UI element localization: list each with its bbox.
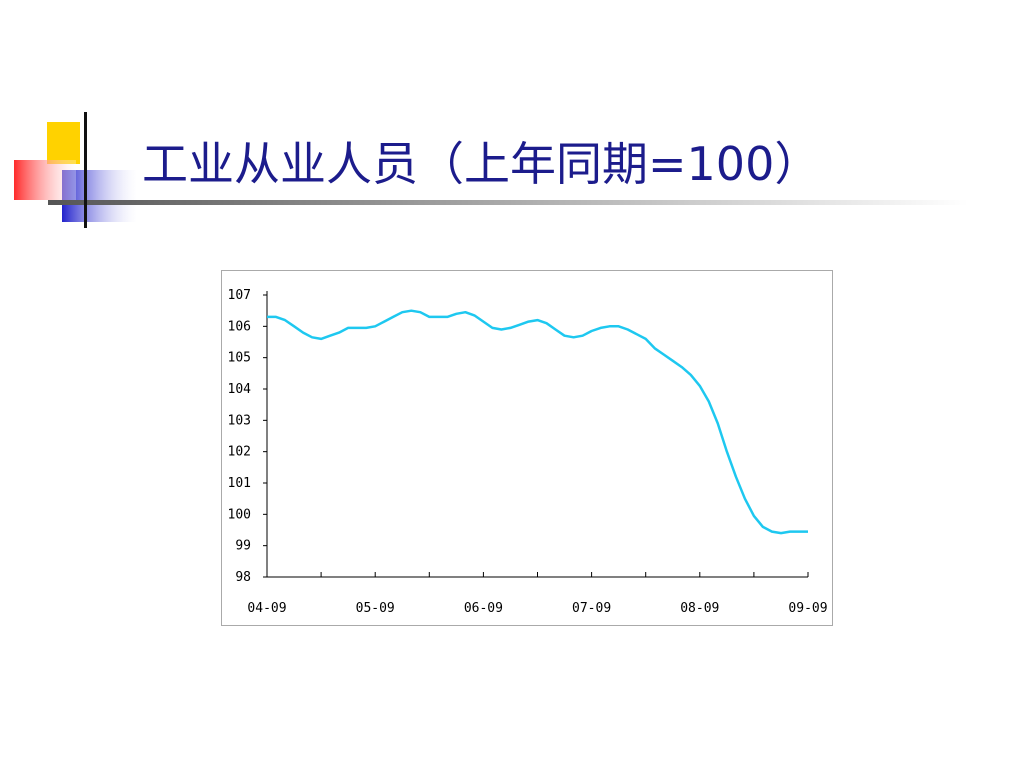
slide-title: 工业从业人员（上年同期=100） [142,137,821,191]
y-tick-label: 101 [228,476,251,491]
x-tick-label: 06-09 [464,601,503,616]
deco-red [14,160,76,200]
y-tick-label: 98 [235,570,251,585]
y-tick-label: 104 [228,382,252,397]
y-tick-label: 105 [228,351,251,366]
deco-rule [48,200,968,205]
y-tick-label: 99 [235,539,251,554]
chart-frame [221,270,833,626]
x-tick-label: 07-09 [572,601,611,616]
y-tick-label: 106 [228,319,251,334]
y-tick-label: 102 [228,445,251,460]
y-tick-label: 100 [228,507,251,522]
deco-yellow [47,122,80,164]
x-tick-label: 09-09 [788,601,827,616]
chart: 98 99 100 101 102 103 104 105 106 107 04-09 05-09 06… [228,288,828,616]
y-tick-label: 103 [228,413,251,428]
data-line [267,309,808,535]
x-tick-label: 04-09 [247,601,286,616]
deco-vline [84,112,87,228]
y-tick-label: 107 [228,288,251,303]
x-tick-label: 05-09 [356,601,395,616]
x-tick-label: 08-09 [680,601,719,616]
